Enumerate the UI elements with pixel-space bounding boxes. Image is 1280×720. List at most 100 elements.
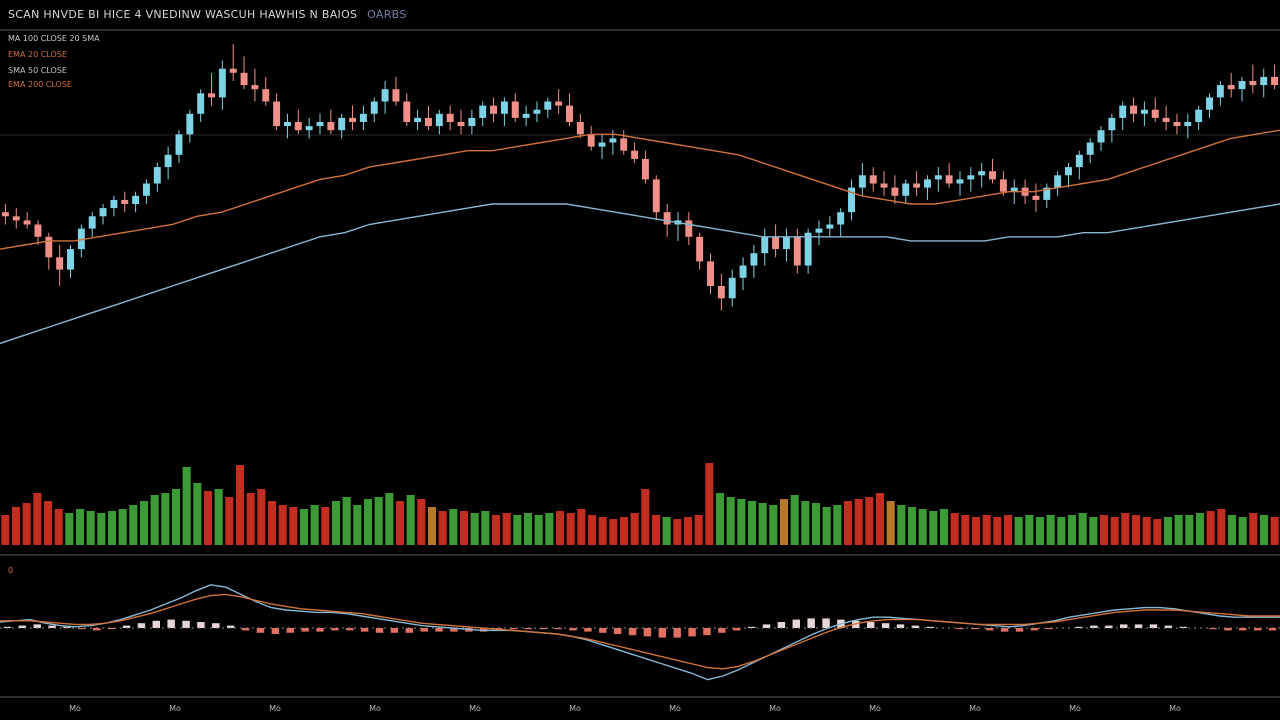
candle-body: [837, 212, 845, 225]
candle-body: [978, 171, 986, 176]
volume-bar: [1, 515, 10, 545]
candle-body: [110, 199, 118, 209]
volume-bar: [865, 497, 874, 545]
candle-body: [1054, 175, 1062, 188]
volume-bar: [406, 495, 415, 545]
candle-body: [587, 134, 595, 147]
volume-bar: [449, 509, 458, 545]
candle-body: [294, 122, 302, 131]
volume-bar: [577, 509, 586, 545]
candle-body: [273, 101, 281, 127]
volume-bar: [203, 491, 213, 545]
candle-body: [425, 117, 432, 127]
candle-body: [685, 220, 693, 237]
candle-body: [1206, 97, 1213, 110]
candle-body: [153, 167, 161, 184]
volume-bar: [129, 505, 138, 545]
volume-bar: [481, 511, 490, 545]
candle-body: [99, 208, 107, 217]
candle-body: [999, 179, 1007, 192]
volume-bar: [523, 513, 533, 545]
x-tick-label: Mo: [669, 704, 681, 713]
candle-body: [804, 232, 812, 266]
volume-bar: [1206, 511, 1215, 545]
candle-body: [761, 236, 769, 254]
candle-body: [1097, 130, 1105, 143]
volume-bar: [1185, 515, 1194, 545]
candle-body: [533, 109, 541, 114]
volume-bar: [438, 511, 447, 545]
volume-bar: [257, 489, 266, 545]
candle-body: [435, 113, 443, 127]
volume-bar: [769, 505, 778, 545]
volume-bar: [97, 513, 106, 545]
candle-body: [826, 224, 834, 229]
volume-bar: [939, 509, 949, 545]
volume-bar: [897, 505, 906, 545]
volume-bar: [726, 497, 735, 545]
candle-body: [1271, 76, 1279, 86]
volume-bar: [545, 513, 554, 545]
volume-bar: [683, 517, 693, 545]
candle-body: [989, 171, 997, 180]
candle-body: [1238, 81, 1246, 90]
candle-body: [1010, 187, 1018, 192]
x-tick-label: Mo: [369, 704, 381, 713]
volume-bar: [961, 515, 970, 545]
signal-line: [0, 593, 1280, 670]
volume-bar: [193, 483, 202, 545]
volume-bar: [33, 493, 42, 545]
candle-body: [77, 228, 85, 250]
candle-body: [717, 286, 725, 299]
volume-bar: [1217, 509, 1226, 545]
volume-bar: [971, 517, 981, 545]
chart-header: SCAN HNVDE BI HICE 4 VNEDINW WASCUH HAWH…: [8, 8, 407, 21]
candle-body: [121, 199, 129, 204]
candle-body: [1075, 154, 1083, 168]
volume-bar: [1078, 513, 1087, 545]
candle-body: [782, 236, 790, 250]
candle-body: [652, 179, 660, 213]
volume-bar: [75, 509, 85, 545]
candle-body: [45, 236, 53, 258]
volume-bar: [417, 499, 426, 545]
candle-body: [555, 101, 563, 106]
volume-bar: [598, 517, 607, 545]
volume-bar: [555, 511, 565, 545]
candle-body: [164, 154, 172, 168]
candle-body: [1227, 85, 1235, 90]
candle-body: [338, 117, 346, 131]
x-tick-label: Mo: [1169, 704, 1181, 713]
volume-bar: [321, 507, 330, 545]
volume-bar: [918, 509, 927, 545]
volume-bar: [1035, 517, 1045, 545]
volume-bar: [289, 507, 298, 545]
volume-bar: [278, 505, 287, 545]
volume-bar: [171, 489, 181, 545]
candle-body: [34, 224, 42, 237]
symbol-label[interactable]: OARBS: [367, 8, 407, 21]
volume-bar: [1025, 515, 1034, 545]
volume-bar: [299, 509, 309, 545]
candle-body: [403, 101, 411, 122]
candle-body: [468, 117, 476, 127]
volume-bar: [214, 489, 223, 545]
ma-slow-line: [0, 203, 1280, 345]
volume-bar: [705, 463, 714, 545]
volume-bar: [566, 513, 575, 545]
candle-body: [696, 236, 704, 262]
candle-body: [56, 257, 64, 270]
volume-bar: [747, 501, 757, 545]
volume-bar: [1163, 517, 1173, 545]
volume-bar: [1057, 517, 1066, 545]
candle-body: [392, 89, 400, 102]
x-tick-label: Mo: [969, 704, 981, 713]
volume-bar: [1003, 515, 1013, 545]
candle-body: [707, 261, 714, 286]
volume-bar: [107, 511, 117, 545]
candle-body: [631, 150, 639, 159]
candle-body: [728, 277, 736, 299]
volume-bar: [1227, 515, 1237, 545]
legend-item-0: MA 100 CLOSE 20 SMA: [8, 34, 100, 43]
candle-body: [739, 265, 747, 278]
